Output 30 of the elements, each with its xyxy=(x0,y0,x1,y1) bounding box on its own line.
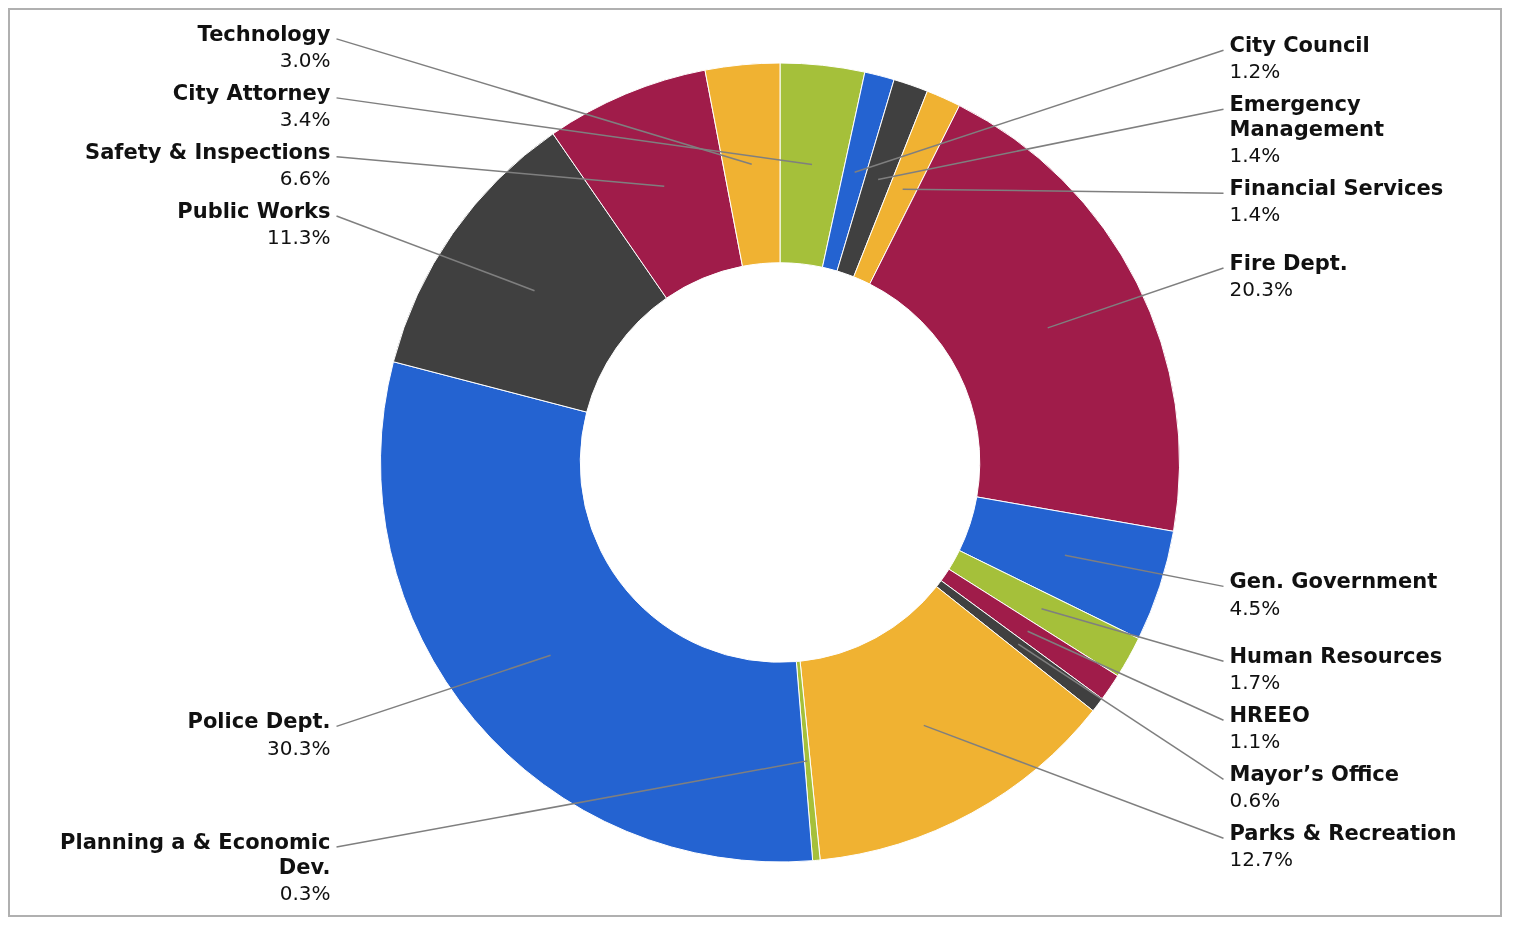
slice-label: Gen. Government xyxy=(1229,569,1438,594)
data-label: 3.4% xyxy=(279,107,331,132)
slice-label: HREEO xyxy=(1229,703,1310,728)
slice-label: City Attorney xyxy=(172,80,331,105)
data-label: 20.3% xyxy=(1229,277,1294,302)
data-label: 30.3% xyxy=(266,735,331,760)
slice-label: Fire Dept. xyxy=(1229,251,1348,276)
data-label: 0.6% xyxy=(1229,788,1281,813)
data-label: 1.1% xyxy=(1229,729,1281,754)
slice-label: Public Works xyxy=(177,198,331,223)
slice-label: Parks & Recreation xyxy=(1229,821,1457,846)
data-label: 11.3% xyxy=(266,225,331,250)
data-label: 12.7% xyxy=(1229,847,1294,872)
slice-label: Financial Services xyxy=(1229,176,1444,201)
slice-label: City Council xyxy=(1229,33,1370,58)
slice-label: Planning a & Economic Dev. xyxy=(60,829,331,879)
data-label: 1.2% xyxy=(1229,59,1281,84)
data-label: 1.7% xyxy=(1229,670,1281,695)
slice-label: Technology xyxy=(197,21,331,46)
slice-label: Police Dept. xyxy=(187,709,331,734)
slice-label: Mayor’s Office xyxy=(1229,762,1400,787)
data-label: 1.4% xyxy=(1229,143,1281,168)
slice-label: Safety & Inspections xyxy=(85,139,331,164)
slice-label: Emergency Management xyxy=(1229,92,1385,142)
data-label: 3.0% xyxy=(279,48,331,73)
data-label: 4.5% xyxy=(1229,595,1281,620)
data-label: 6.6% xyxy=(279,166,331,191)
data-label: 0.3% xyxy=(279,881,331,906)
data-label: 1.4% xyxy=(1229,202,1281,227)
slice-label: Human Resources xyxy=(1229,644,1443,669)
